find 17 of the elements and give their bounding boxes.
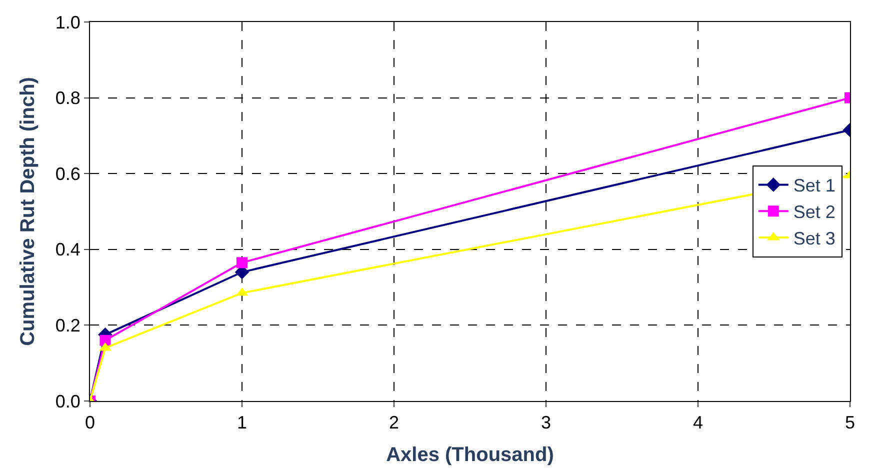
y-tick-label: 1.0	[55, 12, 80, 32]
x-tick-label: 2	[388, 412, 400, 433]
legend-label: Set 1	[793, 176, 836, 196]
legend-label: Set 2	[793, 202, 836, 222]
y-tick-label: 0.6	[55, 164, 80, 184]
legend-label: Set 3	[793, 228, 836, 249]
x-tick-label: 5	[844, 412, 856, 433]
y-axis-title: Cumulative Rut Depth (inch)	[16, 77, 39, 346]
y-tick-label: 0.8	[55, 88, 80, 108]
y-tick-label: 0.0	[55, 391, 80, 412]
x-axis-title: Axles (Thousand)	[386, 444, 554, 466]
y-tick-label: 0.2	[55, 316, 80, 336]
y-tick-label: 0.4	[55, 240, 80, 260]
x-tick-label: 0	[84, 412, 96, 433]
x-tick-label: 3	[540, 412, 552, 433]
x-tick-label: 4	[692, 412, 704, 433]
x-tick-label: 1	[236, 412, 248, 433]
